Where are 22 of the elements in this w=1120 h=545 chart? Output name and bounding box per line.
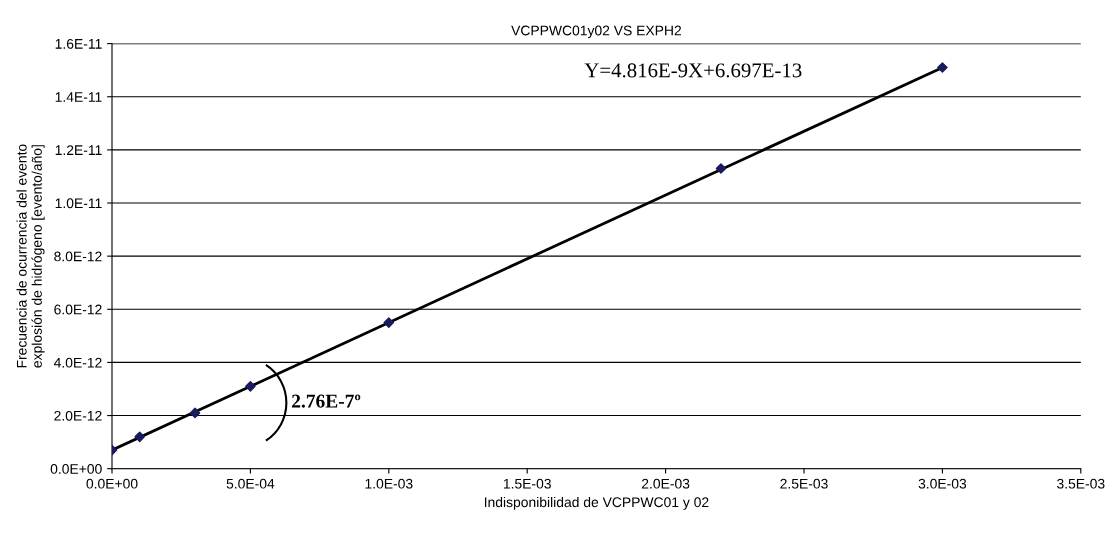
x-tick-label: 3.0E-03 xyxy=(918,478,967,489)
y-tick-label: 1.0E-11 xyxy=(55,198,102,209)
y-tick-label: 4.0E-12 xyxy=(53,357,102,368)
x-tick-label: 0.0E+00 xyxy=(86,478,138,489)
x-tick-label: 2.5E-03 xyxy=(780,478,828,489)
annotation: 2.76E-7º xyxy=(292,394,361,408)
x-tick-label: 3.5E-03 xyxy=(1057,478,1105,489)
x-tick-label: 1.5E-03 xyxy=(503,478,551,489)
chart-title: VCPPWC01y02 VS EXPH2 xyxy=(511,25,681,39)
y-tick-label: 2.0E-12 xyxy=(54,410,102,421)
y-axis-title: Frecuencia de ocurrencia del evento explosión de hidrógeno [evento/año] xyxy=(16,144,45,368)
x-tick-label: 2.0E-03 xyxy=(641,478,690,489)
x-tick-label: 5.0E-04 xyxy=(226,478,275,489)
y-tick-label: 1.6E-11 xyxy=(55,38,102,49)
y-tick-label: 6.0E-12 xyxy=(54,304,102,315)
x-axis-title: Indisponibilidad de VCPPWC01 y 02 xyxy=(484,496,709,510)
y-tick-label: 8.0E-12 xyxy=(54,251,102,262)
y-tick-label: 1.2E-11 xyxy=(55,145,102,155)
y-tick-label: 0.0E+00 xyxy=(50,464,102,474)
y-tick-label: 1.4E-11 xyxy=(55,92,102,102)
x-tick-label: 1.0E-03 xyxy=(365,478,413,489)
annotation: Y=4.816E-9X+6.697E-13 xyxy=(584,63,802,78)
